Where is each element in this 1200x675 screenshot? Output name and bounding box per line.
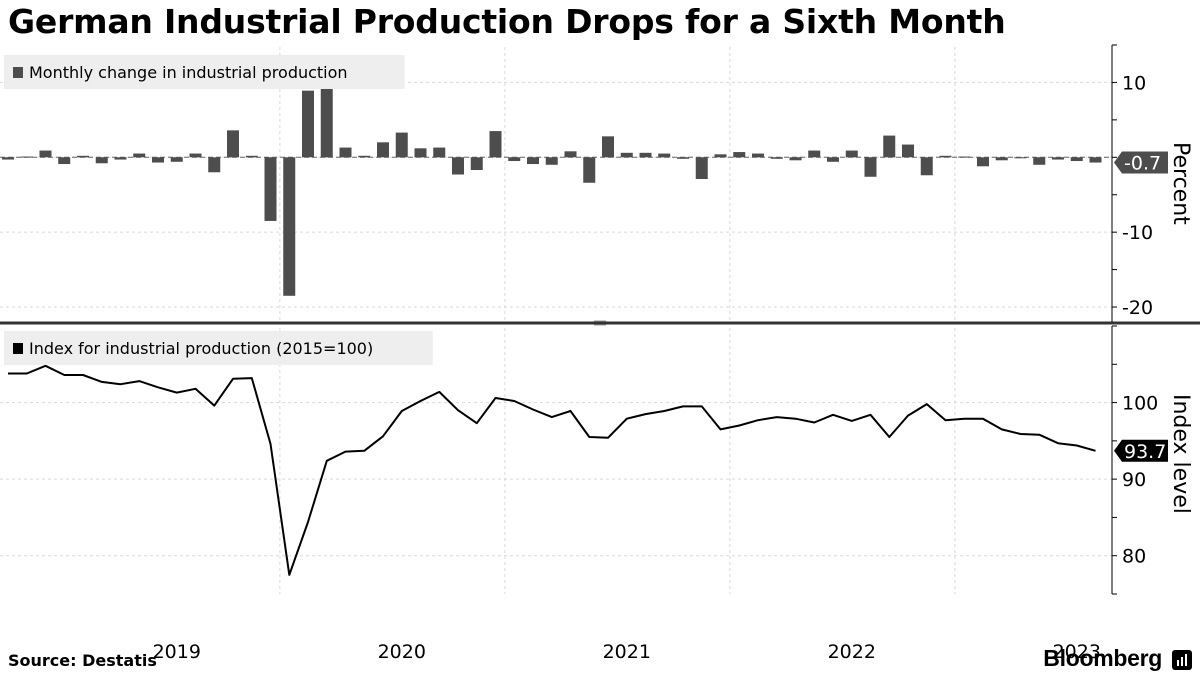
bar: [583, 157, 596, 183]
y-axis-title-bottom: Index level: [1168, 394, 1193, 514]
bar: [620, 152, 633, 158]
bar-series: [2, 82, 1102, 296]
index-line: [8, 364, 1096, 576]
bar: [208, 157, 221, 173]
bar: [1033, 157, 1046, 165]
x-tick-label: 2022: [828, 641, 876, 663]
legend-index: Index for industrial production (2015=10…: [4, 331, 433, 365]
bar: [264, 157, 277, 221]
bar: [58, 157, 71, 165]
bar: [152, 157, 164, 163]
bar: [677, 157, 689, 159]
bar: [770, 157, 783, 159]
bloomberg-logo: Bloomberg: [1043, 645, 1162, 671]
legend-monthly-change: Monthly change in industrial production: [4, 55, 405, 89]
legend-monthly-change-label: Monthly change in industrial production: [29, 63, 348, 82]
bar: [377, 142, 389, 158]
legend-index-box: [4, 331, 433, 365]
latest-value-tag-top-shape: [1114, 151, 1168, 174]
bar: [470, 157, 483, 171]
latest-value-tag-top: -0.7: [1124, 153, 1161, 175]
bar: [658, 153, 671, 158]
bar: [827, 157, 839, 162]
bar: [1089, 157, 1102, 163]
legend-index-label: Index for industrial production (2015=10…: [29, 339, 373, 358]
bar: [95, 157, 108, 164]
bar: [1052, 157, 1064, 160]
bar: [452, 157, 464, 175]
bar: [789, 157, 802, 161]
x-tick-label: 2023: [1053, 641, 1101, 663]
bar: [2, 157, 14, 160]
bar: [695, 157, 708, 180]
bar: [414, 148, 427, 158]
bar: [808, 150, 821, 158]
labels: 10 -10 -20 100 90 80 Percent Index level -0.7 93.…: [4, 55, 1193, 663]
x-tick-label: 2020: [378, 641, 426, 663]
bar: [939, 155, 952, 158]
bar: [77, 155, 89, 158]
bar: [508, 157, 521, 162]
bar: [1014, 157, 1027, 159]
bar: [39, 150, 52, 158]
gridlines: [0, 47, 1112, 594]
line-series: [8, 364, 1096, 576]
latest-value-tag-bottom-shape: [1114, 439, 1168, 462]
bar: [395, 132, 408, 158]
bar: [302, 90, 314, 158]
y-axis-title-top: Percent: [1168, 142, 1193, 225]
bar: [283, 157, 296, 296]
y-tick-label: 90: [1122, 469, 1146, 491]
bar: [245, 155, 258, 158]
latest-value-tag-bottom: 93.7: [1124, 441, 1166, 463]
bar: [902, 144, 914, 158]
chart-title: German Industrial Production Drops for a…: [8, 2, 1006, 41]
latest-value-tag-bottom-group: 93.7: [1114, 439, 1168, 463]
bar: [227, 130, 239, 158]
bar: [433, 147, 446, 158]
bar: [133, 153, 146, 158]
bar: [845, 150, 858, 158]
bar: [733, 152, 746, 158]
bar: [920, 157, 933, 176]
bar: [20, 156, 33, 158]
bar: [995, 157, 1008, 161]
bar: [320, 82, 333, 158]
legend-index-swatch: [13, 343, 23, 354]
bar: [977, 157, 989, 167]
bar: [170, 157, 183, 162]
bar: [602, 136, 614, 158]
y-tick-label: 10: [1122, 72, 1146, 94]
bar: [358, 155, 371, 158]
y-tick-label: -10: [1122, 222, 1153, 244]
source-note: Source: Destatis: [8, 651, 157, 670]
bar: [545, 157, 558, 165]
bar: [714, 154, 727, 158]
x-tick-label: 2019: [153, 641, 201, 663]
bar: [564, 151, 577, 158]
legend-monthly-change-box: [4, 55, 405, 89]
bar: [527, 157, 539, 165]
legend-monthly-change-swatch: [13, 67, 23, 78]
bloomberg-terminal-icon: [1172, 650, 1192, 670]
bar: [752, 153, 764, 158]
bar: [1070, 157, 1083, 162]
bar: [958, 156, 971, 158]
bar: [489, 131, 502, 158]
bar: [339, 147, 352, 158]
bar: [114, 157, 127, 160]
bar: [883, 135, 896, 158]
bar: [864, 157, 877, 177]
x-tick-label: 2021: [603, 641, 651, 663]
bar: [639, 152, 652, 158]
axes: [0, 44, 1200, 595]
y-tick-label: -20: [1122, 297, 1153, 319]
y-tick-label: 80: [1122, 546, 1146, 568]
bar: [189, 153, 202, 158]
y-tick-label: 100: [1122, 393, 1158, 415]
latest-value-tag-top-group: -0.7: [1114, 151, 1168, 175]
